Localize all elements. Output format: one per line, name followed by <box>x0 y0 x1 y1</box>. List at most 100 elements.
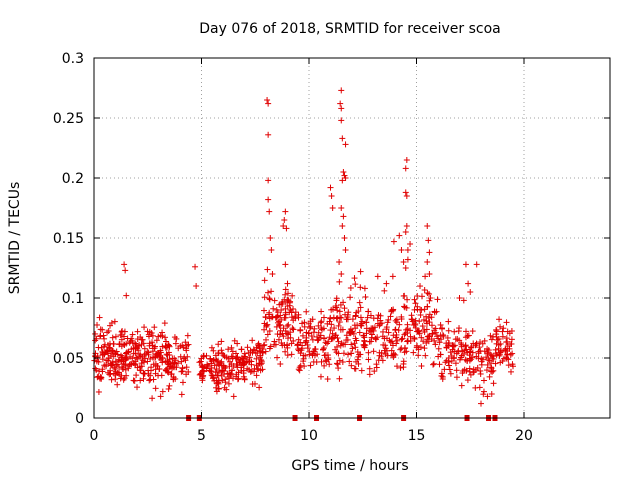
data-point <box>342 311 349 318</box>
data-point <box>484 350 491 357</box>
data-point <box>417 312 424 319</box>
data-point <box>402 189 409 196</box>
data-point <box>389 338 396 345</box>
x-tick-label: 0 <box>90 428 99 444</box>
data-point <box>220 362 227 369</box>
data-point <box>371 368 378 375</box>
data-point <box>393 363 400 370</box>
data-point <box>367 328 374 335</box>
data-point <box>378 320 385 327</box>
data-point <box>214 372 221 379</box>
data-point <box>420 316 427 323</box>
data-point <box>439 373 446 380</box>
data-point <box>197 371 204 378</box>
data-point <box>94 321 101 328</box>
data-point <box>142 355 149 362</box>
data-point <box>342 247 349 253</box>
data-point <box>468 344 475 351</box>
data-point <box>380 341 387 348</box>
data-point <box>112 333 119 340</box>
data-point <box>140 340 147 347</box>
data-point <box>245 358 252 365</box>
data-point <box>422 273 429 280</box>
data-point <box>387 313 394 320</box>
data-point <box>116 356 123 363</box>
data-point <box>225 355 232 362</box>
data-point <box>351 340 358 347</box>
data-point <box>295 366 302 373</box>
data-point <box>334 335 341 342</box>
data-point <box>131 377 138 384</box>
data-point <box>238 367 245 374</box>
data-point <box>358 320 365 327</box>
data-point <box>452 360 459 367</box>
data-point <box>303 308 310 315</box>
data-point <box>431 337 438 344</box>
data-point <box>484 361 491 368</box>
data-point <box>236 359 243 366</box>
data-point <box>251 365 258 372</box>
data-point <box>423 326 430 333</box>
data-point <box>436 361 443 368</box>
data-point <box>401 292 408 299</box>
data-point <box>285 321 292 328</box>
data-point <box>282 261 289 268</box>
data-point <box>507 351 514 358</box>
data-point <box>273 323 280 330</box>
data-point <box>328 335 335 342</box>
data-point <box>280 325 287 332</box>
data-point <box>99 326 106 333</box>
data-point <box>290 326 297 333</box>
data-point <box>345 309 352 316</box>
data-point <box>416 327 423 334</box>
data-point <box>258 356 265 363</box>
data-point <box>434 296 441 303</box>
data-point <box>314 351 321 358</box>
data-point <box>326 361 333 368</box>
data-point <box>171 364 178 371</box>
data-point <box>324 340 331 347</box>
data-point <box>279 330 286 337</box>
data-point <box>101 362 108 369</box>
data-point <box>497 359 504 366</box>
data-point <box>146 340 153 347</box>
data-point <box>109 347 116 354</box>
data-point <box>267 343 274 350</box>
data-point <box>218 372 225 379</box>
data-point <box>210 347 217 354</box>
data-point <box>338 271 345 277</box>
data-point <box>399 335 406 342</box>
data-point <box>255 341 262 348</box>
data-point <box>474 364 481 371</box>
data-point <box>357 268 364 275</box>
data-point <box>109 334 116 341</box>
data-point <box>446 362 453 369</box>
data-point <box>164 358 171 365</box>
data-point <box>398 336 405 343</box>
data-point <box>397 364 404 371</box>
data-point <box>268 247 275 253</box>
data-point <box>478 361 485 368</box>
data-point <box>422 352 429 359</box>
data-point <box>476 344 483 351</box>
data-point <box>144 328 151 335</box>
data-point <box>478 400 484 407</box>
data-point <box>363 319 370 326</box>
data-point <box>180 344 187 351</box>
data-point <box>398 313 405 320</box>
data-point <box>497 347 504 354</box>
data-point <box>366 365 373 372</box>
y-tick-label: 0.2 <box>62 171 84 187</box>
data-point <box>241 376 248 383</box>
data-point <box>339 177 346 184</box>
data-point <box>412 300 419 307</box>
data-point <box>289 325 296 332</box>
data-point <box>147 376 154 383</box>
data-point <box>255 360 262 367</box>
data-point <box>403 348 410 355</box>
data-point <box>334 307 341 314</box>
data-point <box>374 315 381 322</box>
data-point <box>147 367 154 374</box>
data-point <box>124 363 131 370</box>
data-point <box>389 352 396 359</box>
